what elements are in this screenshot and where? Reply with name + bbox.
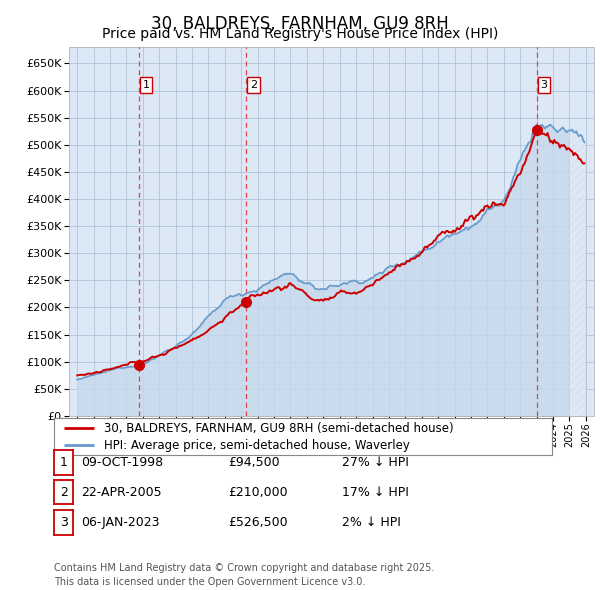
Text: Contains HM Land Registry data © Crown copyright and database right 2025.
This d: Contains HM Land Registry data © Crown c… (54, 563, 434, 587)
Text: 30, BALDREYS, FARNHAM, GU9 8RH (semi-detached house): 30, BALDREYS, FARNHAM, GU9 8RH (semi-det… (104, 422, 454, 435)
Text: 30, BALDREYS, FARNHAM, GU9 8RH: 30, BALDREYS, FARNHAM, GU9 8RH (151, 15, 449, 33)
Text: 2% ↓ HPI: 2% ↓ HPI (342, 516, 401, 529)
Text: 3: 3 (59, 516, 68, 529)
Text: 1: 1 (59, 456, 68, 469)
Text: £94,500: £94,500 (228, 456, 280, 469)
Text: 2: 2 (250, 80, 257, 90)
Text: Price paid vs. HM Land Registry's House Price Index (HPI): Price paid vs. HM Land Registry's House … (102, 27, 498, 41)
Text: 3: 3 (541, 80, 547, 90)
Text: 22-APR-2005: 22-APR-2005 (81, 486, 161, 499)
Text: 06-JAN-2023: 06-JAN-2023 (81, 516, 160, 529)
Text: 1: 1 (143, 80, 149, 90)
Text: 09-OCT-1998: 09-OCT-1998 (81, 456, 163, 469)
Text: 27% ↓ HPI: 27% ↓ HPI (342, 456, 409, 469)
Text: HPI: Average price, semi-detached house, Waverley: HPI: Average price, semi-detached house,… (104, 439, 410, 452)
Text: £526,500: £526,500 (228, 516, 287, 529)
Text: £210,000: £210,000 (228, 486, 287, 499)
Text: 2: 2 (59, 486, 68, 499)
Text: 17% ↓ HPI: 17% ↓ HPI (342, 486, 409, 499)
